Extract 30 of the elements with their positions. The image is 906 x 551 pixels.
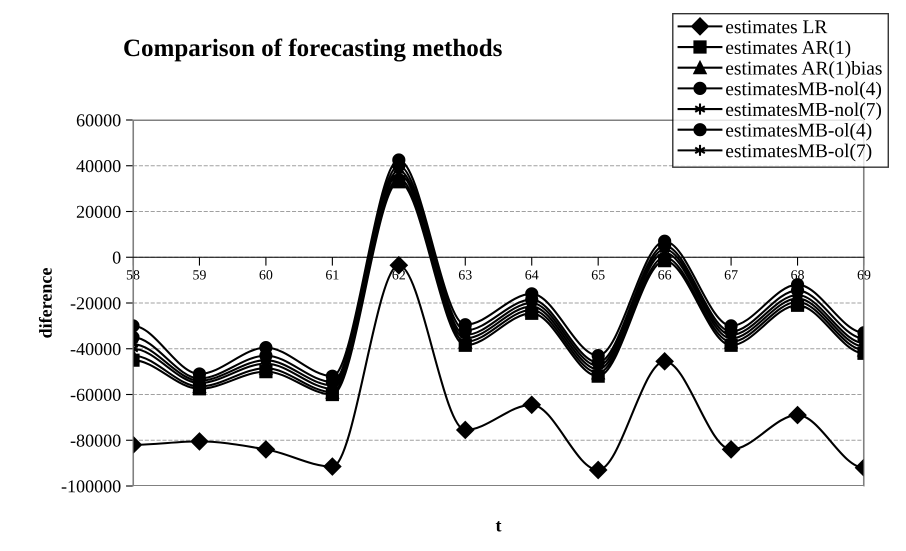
x-tick-label: 58: [126, 270, 140, 280]
y-axis-title: diference: [38, 268, 52, 338]
y-tick-label: 0: [112, 252, 121, 264]
x-tick-label: 63: [458, 270, 472, 280]
legend-label: estimates AR(1): [726, 40, 850, 58]
x-tick-label: 64: [525, 270, 538, 280]
y-tick-label: 60000: [76, 114, 121, 126]
x-tick-label: 66: [658, 270, 672, 280]
y-tick-label: -60000: [70, 388, 121, 401]
legend-label: estimates AR(1)bias: [726, 61, 882, 79]
y-tick-label: -80000: [70, 434, 121, 447]
x-tick-label: 60: [260, 270, 272, 280]
legend-label: estimatesMB-ol(7): [726, 144, 872, 162]
y-tick-label: 20000: [76, 206, 121, 218]
x-axis-title: t: [496, 521, 502, 532]
x-tick-label: 61: [326, 270, 338, 280]
x-tick-label: 67: [724, 270, 738, 280]
x-tick-label: 68: [791, 270, 804, 280]
y-tick-label: 40000: [76, 160, 121, 172]
x-tick-label: 59: [193, 270, 206, 280]
chart-title: Comparison of forecasting methods: [124, 38, 502, 62]
legend-label: estimatesMB-nol(7): [726, 102, 882, 120]
y-tick-label: -20000: [70, 297, 121, 310]
legend-label: estimates LR: [726, 20, 828, 34]
y-tick-label: -100000: [62, 480, 121, 492]
x-tick-label: 65: [592, 270, 605, 280]
y-tick-label: -40000: [70, 343, 121, 356]
x-tick-label: 69: [858, 270, 870, 280]
legend-label: estimatesMB-ol(4): [726, 123, 872, 141]
legend-label: estimatesMB-nol(4): [726, 82, 882, 100]
